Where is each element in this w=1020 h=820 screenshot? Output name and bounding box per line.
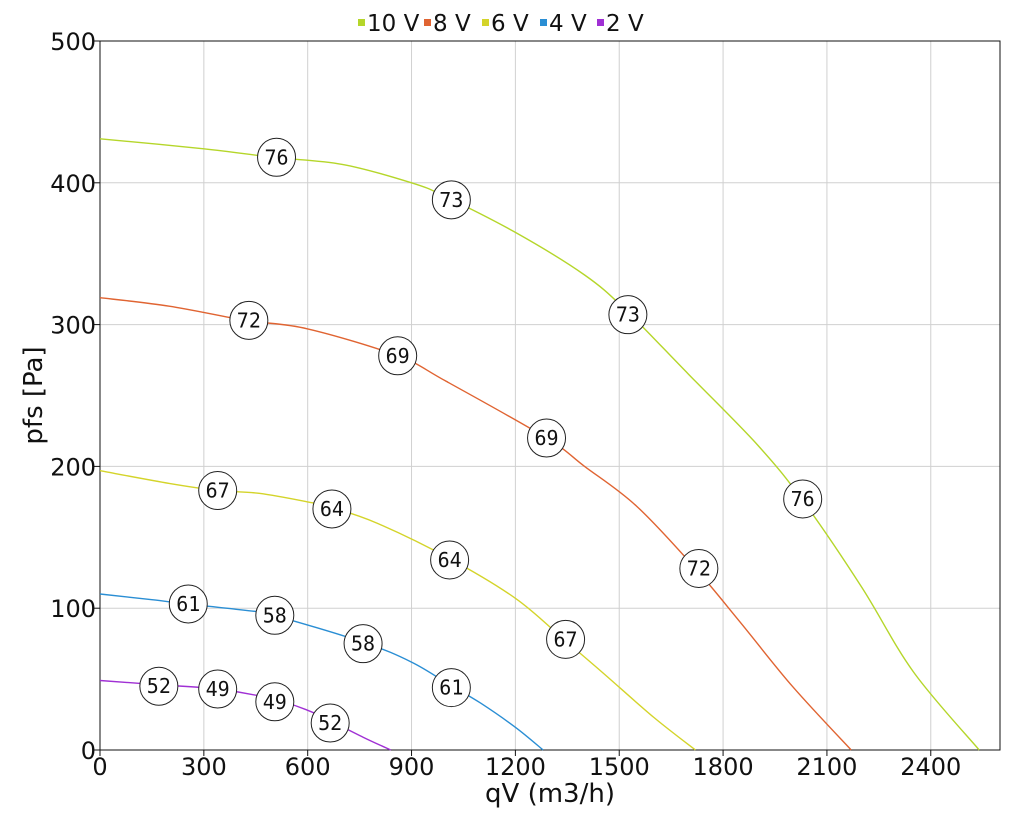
sound-level-label: 58 xyxy=(263,603,287,627)
legend-swatch xyxy=(597,19,604,26)
sound-level-label: 49 xyxy=(206,677,230,701)
y-axis-ticks: 0 100 200 300 400 500 xyxy=(50,28,100,765)
x-tick-label: 1200 xyxy=(485,753,546,781)
sound-level-bubble xyxy=(257,137,297,177)
sound-level-bubble xyxy=(255,595,295,635)
x-tick-label: 900 xyxy=(389,753,435,781)
legend-swatch xyxy=(540,19,547,26)
sound-level-bubble xyxy=(198,471,238,511)
sound-level-label: 64 xyxy=(320,497,344,521)
sound-level-bubble xyxy=(546,619,586,659)
sound-level-bubble xyxy=(430,540,470,580)
sound-level-label: 58 xyxy=(351,632,375,656)
sound-level-bubble xyxy=(343,624,383,664)
series-labels: 76 73 73 76 72 69 69 72 67 64 64 67 61 58 58 61 52 49 49 52 xyxy=(139,137,823,743)
legend-label: 2 V xyxy=(606,11,644,37)
legend: 10 V 8 V 6 V 4 V 2 V xyxy=(358,11,644,37)
grid xyxy=(99,40,1000,751)
sound-level-label: 72 xyxy=(687,556,711,580)
plot-frame xyxy=(99,40,1001,751)
sound-level-bubble xyxy=(608,295,648,335)
legend-swatch xyxy=(482,19,489,26)
legend-label: 10 V xyxy=(367,11,420,37)
sound-level-label: 76 xyxy=(791,487,815,511)
x-axis-title: qV (m3/h) xyxy=(485,779,615,809)
legend-swatch xyxy=(424,19,431,26)
legend-swatch xyxy=(358,19,365,26)
legend-label: 4 V xyxy=(549,11,587,37)
sound-level-bubble xyxy=(312,489,352,529)
x-tick-label: 0 xyxy=(92,753,107,781)
x-tick-label: 1500 xyxy=(589,753,650,781)
sound-level-bubble xyxy=(310,703,350,743)
legend-label: 8 V xyxy=(433,11,471,37)
sound-level-bubble xyxy=(255,682,295,722)
sound-level-label: 67 xyxy=(554,627,578,651)
sound-level-label: 64 xyxy=(438,548,462,572)
y-tick-label: 100 xyxy=(50,595,96,623)
x-tick-label: 2400 xyxy=(900,753,961,781)
sound-level-label: 76 xyxy=(264,145,288,169)
y-tick-label: 0 xyxy=(81,737,96,765)
x-tick-label: 600 xyxy=(285,753,331,781)
x-axis-ticks: 0 300 600 900 1200 1500 1800 2100 2400 xyxy=(92,750,961,781)
sound-level-bubble xyxy=(679,548,719,588)
sound-level-label: 72 xyxy=(237,308,261,332)
y-tick-label: 200 xyxy=(50,453,96,481)
sound-level-bubble xyxy=(168,584,208,624)
sound-level-bubble xyxy=(431,668,471,708)
sound-level-label: 67 xyxy=(206,479,230,503)
y-tick-label: 300 xyxy=(50,312,96,340)
x-tick-label: 1800 xyxy=(693,753,754,781)
x-tick-label: 2100 xyxy=(796,753,857,781)
sound-level-bubble xyxy=(527,418,567,458)
sound-level-label: 52 xyxy=(318,711,342,735)
sound-level-label: 49 xyxy=(263,690,287,714)
sound-level-label: 73 xyxy=(439,188,463,212)
y-tick-label: 400 xyxy=(50,170,96,198)
sound-level-label: 73 xyxy=(616,303,640,327)
x-tick-label: 300 xyxy=(181,753,227,781)
sound-level-label: 61 xyxy=(176,592,200,616)
sound-level-bubble xyxy=(378,336,418,376)
sound-level-label: 69 xyxy=(534,426,558,450)
sound-level-bubble xyxy=(431,180,471,220)
sound-level-bubble xyxy=(198,669,238,709)
y-tick-label: 500 xyxy=(50,28,96,56)
sound-level-label: 69 xyxy=(386,344,410,368)
y-axis-title: pfs [Pa] xyxy=(19,346,49,444)
sound-level-bubble xyxy=(783,479,823,519)
legend-label: 6 V xyxy=(491,11,529,37)
sound-level-bubble xyxy=(139,666,179,706)
sound-level-label: 52 xyxy=(147,674,171,698)
sound-level-label: 61 xyxy=(439,676,463,700)
sound-level-bubble xyxy=(229,300,269,340)
